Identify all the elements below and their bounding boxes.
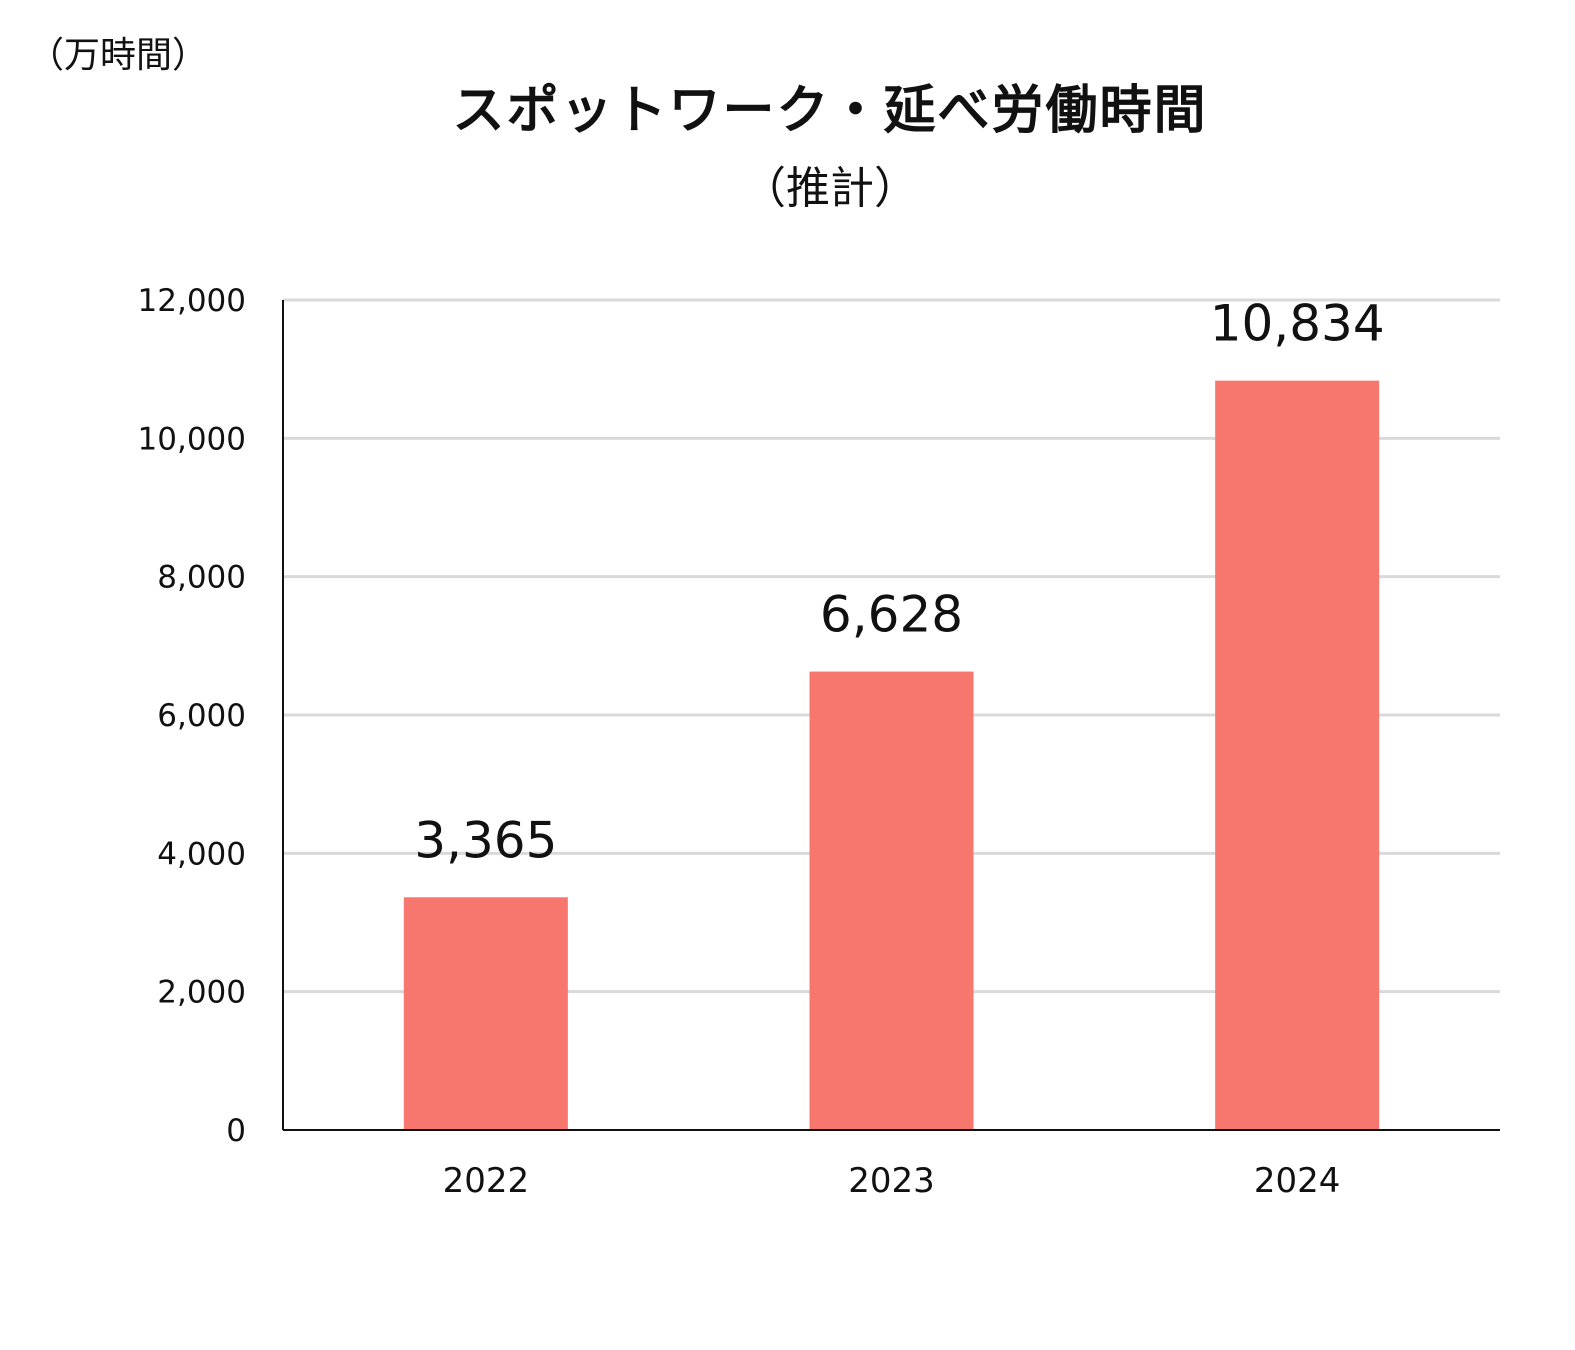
chart-title: スポットワーク・延べ労働時間 bbox=[452, 81, 1208, 141]
y-tick-label: 10,000 bbox=[138, 421, 246, 457]
chart-subtitle: （推計） bbox=[742, 163, 918, 214]
x-tick-label-2022: 2022 bbox=[443, 1161, 530, 1201]
data-label-2023: 6,628 bbox=[820, 586, 963, 644]
y-tick-label: 2,000 bbox=[157, 975, 246, 1011]
bar-2022 bbox=[403, 897, 568, 1130]
axes bbox=[282, 300, 1500, 1131]
y-tick-label: 8,000 bbox=[157, 560, 246, 596]
x-tick-label-2023: 2023 bbox=[848, 1161, 935, 1201]
labels: 0 2,000 4,000 6,000 8,000 10,000 12,000 3,365 20… bbox=[138, 283, 1385, 1201]
bars bbox=[403, 380, 1380, 1131]
y-tick-label: 4,000 bbox=[157, 836, 246, 872]
y-axis-unit-label: （万時間） bbox=[28, 35, 209, 76]
bar-2024 bbox=[1215, 380, 1380, 1131]
y-tick-label: 0 bbox=[226, 1113, 246, 1149]
bar-2023 bbox=[809, 671, 974, 1130]
y-tick-label: 6,000 bbox=[157, 698, 246, 734]
y-tick-label: 12,000 bbox=[138, 283, 246, 319]
data-label-2024: 10,834 bbox=[1210, 295, 1385, 353]
data-label-2022: 3,365 bbox=[414, 811, 557, 869]
x-tick-label-2024: 2024 bbox=[1254, 1161, 1341, 1201]
